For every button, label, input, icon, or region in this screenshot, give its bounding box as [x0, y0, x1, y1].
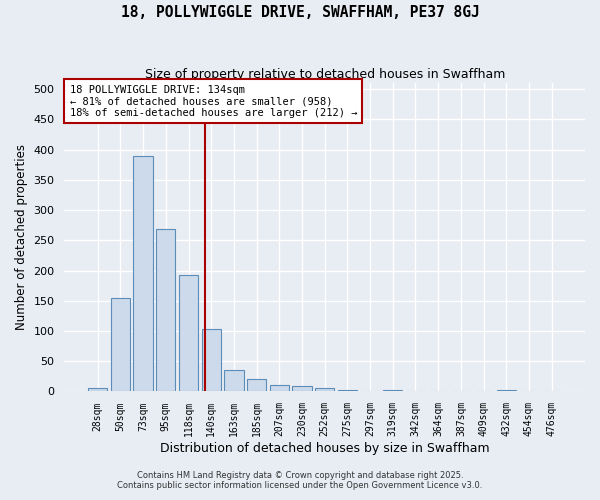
Bar [269, 385, 289, 392]
Text: Contains HM Land Registry data © Crown copyright and database right 2025.
Contai: Contains HM Land Registry data © Crown c… [118, 470, 482, 490]
Bar [133, 156, 153, 392]
Text: 18 POLLYWIGGLE DRIVE: 134sqm
← 81% of detached houses are smaller (958)
18% of s: 18 POLLYWIGGLE DRIVE: 134sqm ← 81% of de… [70, 84, 357, 118]
Bar [315, 388, 334, 392]
Bar [292, 386, 311, 392]
X-axis label: Distribution of detached houses by size in Swaffham: Distribution of detached houses by size … [160, 442, 490, 455]
Bar [338, 390, 357, 392]
Y-axis label: Number of detached properties: Number of detached properties [15, 144, 28, 330]
Bar [497, 390, 516, 392]
Bar [202, 329, 221, 392]
Bar [111, 298, 130, 392]
Bar [179, 276, 198, 392]
Bar [247, 379, 266, 392]
Bar [224, 370, 244, 392]
Bar [88, 388, 107, 392]
Title: Size of property relative to detached houses in Swaffham: Size of property relative to detached ho… [145, 68, 505, 80]
Bar [156, 230, 175, 392]
Bar [383, 390, 403, 392]
Text: 18, POLLYWIGGLE DRIVE, SWAFFHAM, PE37 8GJ: 18, POLLYWIGGLE DRIVE, SWAFFHAM, PE37 8G… [121, 5, 479, 20]
